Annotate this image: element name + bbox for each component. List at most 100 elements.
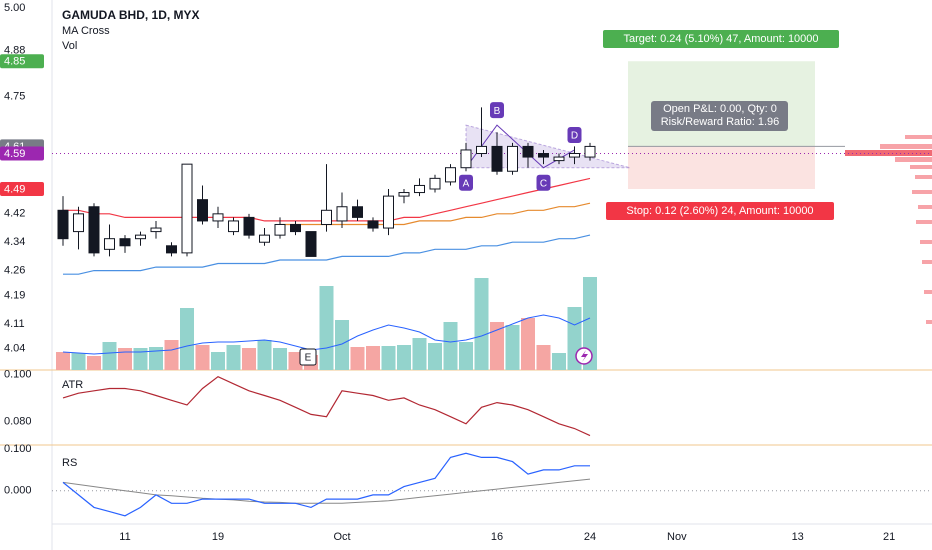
profile-bar — [924, 290, 932, 294]
candle-body — [88, 206, 100, 254]
target-label-box — [603, 30, 839, 48]
volume-bar — [87, 356, 101, 370]
pnl-label: Open P&L: 0.00, Qty: 0 — [663, 103, 777, 115]
profile-bar — [895, 157, 932, 162]
y-tick-label: 4.42 — [4, 208, 25, 220]
pattern-label-box — [490, 102, 504, 119]
x-tick-label: Nov — [667, 531, 687, 543]
x-tick-label: 21 — [883, 531, 895, 543]
candle-body — [569, 153, 580, 158]
x-tick-label: Oct — [333, 531, 350, 543]
pattern-label-box — [459, 174, 473, 191]
pattern-label: A — [463, 178, 470, 189]
volume-bar — [366, 346, 380, 370]
pnl-label-box — [651, 101, 788, 131]
candle-body — [398, 192, 410, 197]
profile-bar — [916, 220, 932, 224]
candle-body — [445, 167, 456, 183]
y-tick-label: 4.11 — [4, 318, 25, 330]
x-tick-label: 19 — [212, 531, 224, 543]
profile-bar — [918, 205, 932, 209]
event-box — [299, 348, 317, 366]
volume-bar — [428, 343, 442, 370]
volume-bar — [443, 322, 458, 370]
y-tick-label: 4.34 — [4, 236, 25, 248]
volume-bar — [536, 345, 551, 370]
pattern-label: B — [494, 106, 501, 117]
stop-label: Stop: 0.12 (2.60%) 24, Amount: 10000 — [626, 205, 813, 217]
candle-body — [507, 145, 518, 172]
price-label-box — [0, 54, 44, 69]
volume-bar — [552, 353, 566, 370]
candle-body — [274, 223, 286, 236]
y-tick-label: 0.100 — [4, 443, 32, 455]
candle-body — [367, 220, 379, 229]
profile-bar — [912, 190, 932, 194]
profile-bar — [920, 240, 932, 244]
volume-bar — [195, 345, 210, 370]
candle-body — [352, 206, 363, 218]
candle-body — [212, 213, 224, 222]
volume-bar — [583, 277, 597, 370]
candle-body — [135, 234, 146, 240]
alert-bolt — [581, 350, 588, 362]
pattern-label-box — [536, 174, 551, 191]
profile-bar — [926, 320, 932, 324]
y-tick-label: 0.080 — [4, 415, 32, 427]
stop-label-box — [606, 202, 834, 220]
panel-title: RS — [62, 457, 77, 469]
volume-bar — [335, 320, 349, 370]
candle-body — [414, 184, 425, 194]
indicator-name: Vol — [62, 40, 77, 52]
candle-body — [73, 213, 84, 233]
y-tick-label: 0.000 — [4, 485, 32, 497]
volume-bar — [288, 352, 303, 370]
profile-bar — [915, 175, 932, 179]
candle-body — [553, 156, 565, 162]
price-label: 4.59 — [4, 148, 25, 160]
candle-body — [166, 245, 177, 254]
candle-body — [228, 220, 239, 233]
volume-ma-line — [62, 314, 591, 355]
volume-bar — [474, 278, 489, 370]
candle-body — [290, 223, 301, 233]
indicator-name: MA Cross — [62, 25, 110, 37]
volume-bar — [180, 308, 194, 370]
volume-bar — [381, 346, 396, 370]
profile-bar — [922, 260, 932, 264]
indicator-line — [62, 452, 590, 517]
volume-bar — [226, 345, 241, 370]
volume-profile — [845, 135, 932, 324]
volume-bar — [118, 348, 132, 370]
volume-bar — [211, 352, 225, 370]
ma-line — [63, 234, 591, 275]
panel-title: ATR — [62, 379, 83, 391]
event-label: E — [305, 353, 312, 364]
volume-bar — [319, 286, 334, 370]
candle-body — [259, 234, 270, 243]
y-tick-label: 0.100 — [4, 368, 32, 380]
candle-body — [491, 145, 503, 172]
price-label-box — [0, 146, 44, 161]
indicator-line — [62, 376, 591, 437]
volume-bar — [521, 318, 535, 370]
candle-body — [150, 227, 162, 233]
candle-body — [305, 231, 317, 257]
profile-bar — [845, 150, 932, 156]
volume-bar — [459, 342, 473, 370]
y-tick-label: 5.00 — [4, 2, 25, 14]
candle-body — [243, 216, 255, 236]
candle-body — [104, 238, 115, 250]
candle-body — [538, 153, 549, 158]
volume-bar — [273, 348, 287, 370]
volume-bar — [412, 338, 427, 370]
candle-body — [321, 209, 332, 225]
volume-bar — [164, 340, 179, 370]
x-tick-label: 11 — [119, 531, 130, 543]
volume-bar — [257, 340, 272, 370]
candle-body — [57, 209, 69, 240]
y-tick-label: 4.04 — [4, 343, 25, 355]
candle-body — [460, 149, 472, 169]
indicator-ma-line — [62, 478, 591, 504]
